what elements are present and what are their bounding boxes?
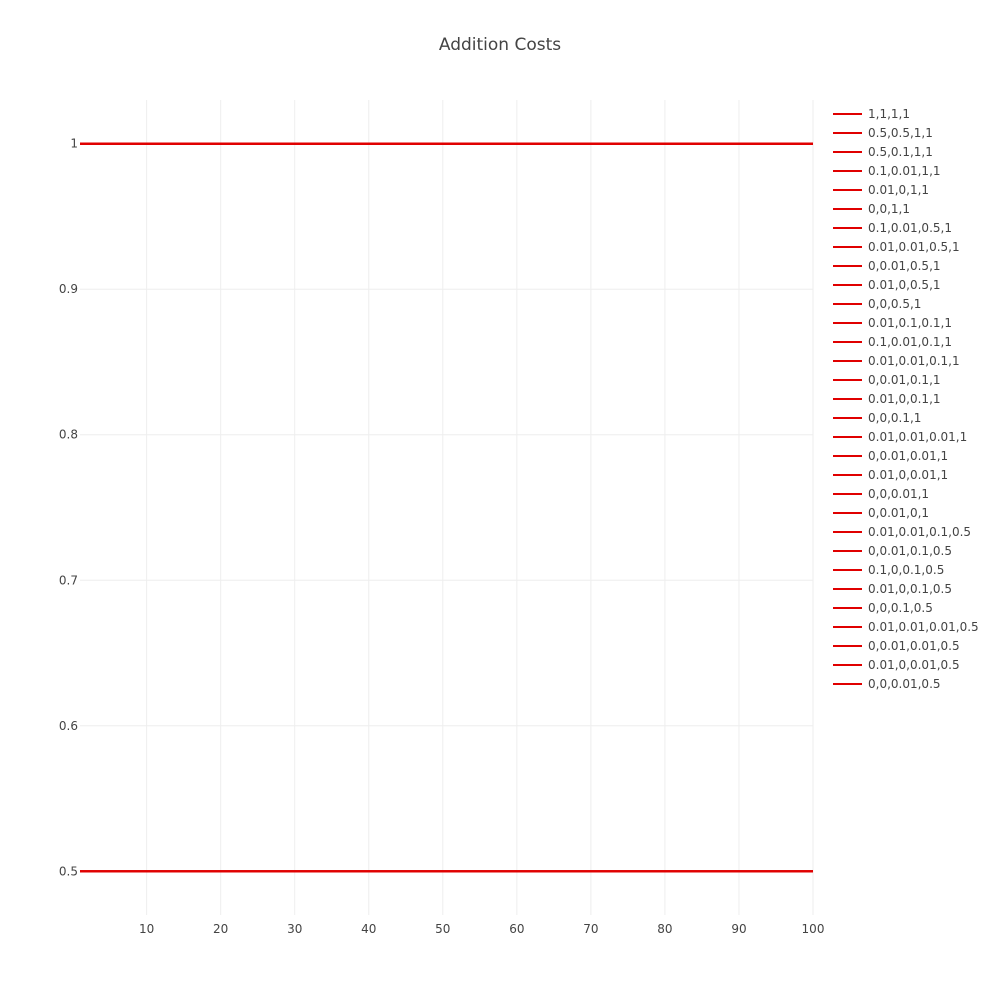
legend-label: 0.1,0.01,0.1,1 (868, 335, 952, 349)
legend-label: 0.01,0.01,0.1,0.5 (868, 525, 971, 539)
legend-item[interactable]: 1,1,1,1 (833, 107, 910, 121)
legend-item[interactable]: 0.01,0,0.01,1 (833, 468, 948, 482)
legend-item[interactable]: 0.01,0,1,1 (833, 183, 929, 197)
legend-label: 0,0.01,0.1,0.5 (868, 544, 952, 558)
x-tick-label: 70 (583, 922, 598, 936)
y-tick-label: 0.5 (59, 864, 78, 878)
legend-label: 0,0,0.1,1 (868, 411, 921, 425)
x-tick-label: 60 (509, 922, 524, 936)
legend-label: 0.01,0,0.5,1 (868, 278, 941, 292)
series-lines (80, 142, 813, 873)
chart-title: Addition Costs (439, 35, 561, 55)
legend-item[interactable]: 0,0.01,0.01,1 (833, 449, 948, 463)
legend-label: 0.01,0.01,0.01,1 (868, 430, 967, 444)
legend-label: 0,0.01,0.01,0.5 (868, 639, 960, 653)
legend-label: 0,0.01,0,1 (868, 506, 929, 520)
y-tick-label: 0.6 (59, 719, 78, 733)
legend-item[interactable]: 0.1,0.01,0.1,1 (833, 335, 952, 349)
legend-label: 0.1,0.01,0.5,1 (868, 221, 952, 235)
x-tick-label: 30 (287, 922, 302, 936)
legend-item[interactable]: 0.5,0.1,1,1 (833, 145, 933, 159)
legend-item[interactable]: 0,0.01,0.1,1 (833, 373, 941, 387)
x-tick-label: 90 (731, 922, 746, 936)
legend-item[interactable]: 0,0.01,0,1 (833, 506, 929, 520)
legend-item[interactable]: 0.01,0.01,0.5,1 (833, 240, 960, 254)
legend-label: 0.01,0,1,1 (868, 183, 929, 197)
x-tick-label: 50 (435, 922, 450, 936)
legend-label: 0.01,0,0.1,0.5 (868, 582, 952, 596)
y-axis: 0.5 0.6 0.7 0.8 0.9 1 (59, 137, 78, 879)
legend-item[interactable]: 0.01,0,0.1,1 (833, 392, 941, 406)
legend-label: 0.01,0,0.01,1 (868, 468, 948, 482)
legend-label: 0.01,0.01,0.01,0.5 (868, 620, 979, 634)
legend-item[interactable]: 0,0,0.01,0.5 (833, 677, 941, 691)
x-tick-label: 10 (139, 922, 154, 936)
legend-label: 0.5,0.5,1,1 (868, 126, 933, 140)
legend-item[interactable]: 0,0,0.5,1 (833, 297, 921, 311)
y-tick-label: 0.7 (59, 573, 78, 587)
legend-item[interactable]: 0,0,0.1,0.5 (833, 601, 933, 615)
legend-item[interactable]: 0,0,0.01,1 (833, 487, 929, 501)
legend-label: 0,0.01,0.5,1 (868, 259, 941, 273)
legend-item[interactable]: 0,0,1,1 (833, 202, 910, 216)
legend-label: 0,0,0.01,0.5 (868, 677, 941, 691)
y-tick-label: 0.8 (59, 428, 78, 442)
x-axis: 10 20 30 40 50 60 70 80 90 100 (139, 922, 824, 936)
legend-item[interactable]: 0.01,0,0.01,0.5 (833, 658, 960, 672)
legend-label: 0,0,0.1,0.5 (868, 601, 933, 615)
y-tick-label: 1 (70, 137, 78, 151)
legend-label: 0.01,0,0.01,0.5 (868, 658, 960, 672)
legend-label: 0,0,0.5,1 (868, 297, 921, 311)
legend-label: 0,0,0.01,1 (868, 487, 929, 501)
legend-label: 0.1,0,0.1,0.5 (868, 563, 944, 577)
legend-label: 0.01,0.1,0.1,1 (868, 316, 952, 330)
legend-label: 0,0.01,0.01,1 (868, 449, 948, 463)
legend-item[interactable]: 0.1,0.01,1,1 (833, 164, 941, 178)
legend-item[interactable]: 0.5,0.5,1,1 (833, 126, 933, 140)
legend-item[interactable]: 0.01,0.01,0.1,1 (833, 354, 960, 368)
legend-label: 0,0,1,1 (868, 202, 910, 216)
legend-item[interactable]: 0.01,0.01,0.1,0.5 (833, 525, 971, 539)
legend-label: 0.01,0,0.1,1 (868, 392, 941, 406)
legend-item[interactable]: 0,0.01,0.5,1 (833, 259, 941, 273)
legend: 1,1,1,1 0.5,0.5,1,1 0.5,0.1,1,1 0.1,0.01,1,… (833, 107, 979, 691)
legend-item[interactable]: 0,0.01,0.1,0.5 (833, 544, 952, 558)
legend-label: 0.01,0.01,0.5,1 (868, 240, 960, 254)
x-tick-label: 40 (361, 922, 376, 936)
legend-item[interactable]: 0.01,0.01,0.01,1 (833, 430, 967, 444)
legend-label: 0.01,0.01,0.1,1 (868, 354, 960, 368)
legend-item[interactable]: 0.01,0.01,0.01,0.5 (833, 620, 979, 634)
legend-item[interactable]: 0.1,0.01,0.5,1 (833, 221, 952, 235)
legend-item[interactable]: 0.01,0,0.1,0.5 (833, 582, 952, 596)
legend-item[interactable]: 0.01,0,0.5,1 (833, 278, 941, 292)
legend-item[interactable]: 0,0,0.1,1 (833, 411, 921, 425)
legend-item[interactable]: 0.1,0,0.1,0.5 (833, 563, 944, 577)
x-tick-label: 80 (657, 922, 672, 936)
legend-label: 1,1,1,1 (868, 107, 910, 121)
legend-item[interactable]: 0,0.01,0.01,0.5 (833, 639, 960, 653)
legend-label: 0.5,0.1,1,1 (868, 145, 933, 159)
x-tick-label: 100 (802, 922, 825, 936)
legend-item[interactable]: 0.01,0.1,0.1,1 (833, 316, 952, 330)
legend-label: 0.1,0.01,1,1 (868, 164, 941, 178)
y-tick-label: 0.9 (59, 282, 78, 296)
x-tick-label: 20 (213, 922, 228, 936)
legend-label: 0,0.01,0.1,1 (868, 373, 941, 387)
